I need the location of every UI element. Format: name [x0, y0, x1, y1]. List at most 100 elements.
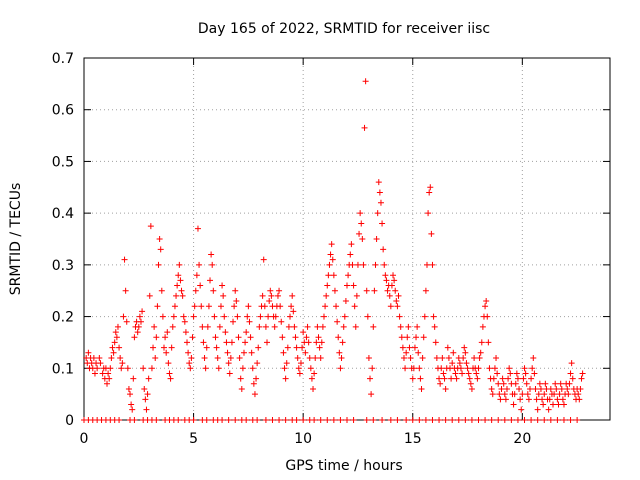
data-point — [534, 406, 541, 413]
data-point — [433, 354, 440, 361]
data-point — [171, 303, 178, 310]
data-point — [479, 323, 486, 330]
x-axis-label: GPS time / hours — [285, 458, 402, 474]
data-point — [568, 360, 575, 367]
data-point — [324, 417, 331, 423]
data-point — [578, 375, 585, 382]
data-point — [296, 370, 303, 377]
data-point — [141, 385, 148, 392]
data-point — [345, 272, 352, 279]
data-point — [259, 292, 266, 299]
data-point — [196, 261, 203, 268]
data-point — [490, 375, 497, 382]
data-point — [391, 277, 398, 284]
data-point — [233, 298, 240, 305]
data-point — [276, 417, 283, 423]
data-point — [124, 365, 131, 372]
data-point — [166, 370, 173, 377]
data-point — [523, 380, 530, 387]
data-point — [522, 370, 529, 377]
data-point — [262, 417, 269, 423]
data-point — [444, 344, 451, 351]
data-point — [422, 287, 429, 294]
data-point — [193, 272, 200, 279]
data-point — [217, 303, 224, 310]
data-point — [282, 417, 289, 423]
y-tick-label: 0.4 — [52, 206, 74, 222]
data-point — [520, 375, 527, 382]
data-point — [491, 365, 498, 372]
data-point — [317, 417, 324, 423]
data-point — [279, 334, 286, 341]
data-point — [555, 401, 562, 408]
data-point — [211, 313, 218, 320]
data-point — [493, 354, 500, 361]
data-point — [204, 323, 211, 330]
data-point — [370, 417, 377, 423]
data-point — [420, 334, 427, 341]
data-point — [187, 365, 194, 372]
data-point — [516, 385, 523, 392]
data-point — [283, 360, 290, 367]
data-point — [329, 256, 336, 263]
data-point — [318, 339, 325, 346]
data-point — [177, 277, 184, 284]
data-point — [510, 401, 517, 408]
data-point — [501, 417, 508, 423]
data-point — [175, 272, 182, 279]
data-point — [468, 385, 475, 392]
data-point — [559, 396, 566, 403]
data-point — [532, 385, 539, 392]
data-point — [477, 349, 484, 356]
data-point — [251, 391, 258, 398]
data-point — [314, 323, 321, 330]
data-point — [495, 417, 502, 423]
data-point — [116, 417, 123, 423]
data-point — [260, 256, 267, 263]
data-point — [537, 385, 544, 392]
data-point — [154, 303, 161, 310]
data-point — [281, 365, 288, 372]
data-point — [497, 396, 504, 403]
data-point — [398, 334, 405, 341]
data-point — [191, 303, 198, 310]
data-point — [155, 261, 162, 268]
data-point — [277, 303, 284, 310]
x-tick-label: 10 — [294, 431, 312, 447]
data-point — [483, 298, 490, 305]
data-point — [315, 334, 322, 341]
data-point — [269, 417, 276, 423]
data-point — [506, 365, 513, 372]
data-point — [306, 354, 313, 361]
data-point — [174, 282, 181, 289]
data-point — [247, 334, 254, 341]
data-point — [175, 417, 182, 423]
data-point — [205, 303, 212, 310]
data-point — [502, 396, 509, 403]
data-point — [347, 251, 354, 258]
data-point — [468, 417, 475, 423]
data-point — [400, 354, 407, 361]
data-point — [173, 292, 180, 299]
data-point — [425, 210, 432, 217]
y-tick-label: 0.7 — [52, 51, 74, 67]
data-point — [327, 251, 334, 258]
data-point — [130, 375, 137, 382]
data-point — [328, 241, 335, 248]
data-point — [299, 344, 306, 351]
data-point — [169, 323, 176, 330]
data-point — [290, 308, 297, 315]
data-point — [231, 303, 238, 310]
data-point — [381, 261, 388, 268]
data-point — [330, 272, 337, 279]
data-point — [411, 344, 418, 351]
data-point — [268, 292, 275, 299]
data-point — [386, 292, 393, 299]
chart-title: Day 165 of 2022, SRMTID for receiver iis… — [198, 21, 490, 37]
data-point — [234, 313, 241, 320]
data-point — [226, 370, 233, 377]
data-point — [421, 313, 428, 320]
data-point — [341, 313, 348, 320]
data-point — [530, 354, 537, 361]
data-point — [348, 241, 355, 248]
